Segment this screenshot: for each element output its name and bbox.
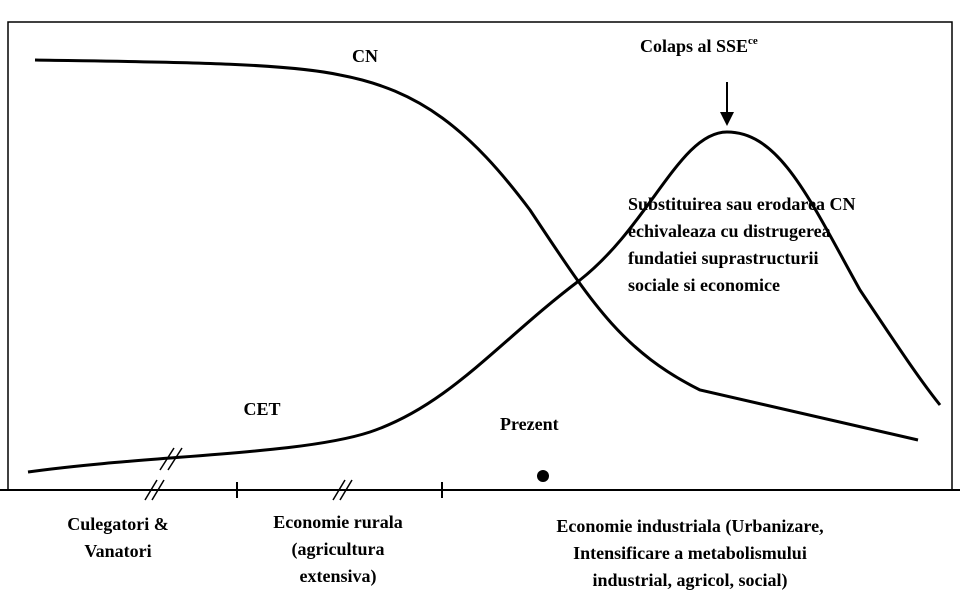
- cet-label: CET: [243, 399, 280, 419]
- arrow-head: [720, 112, 734, 126]
- era-label: Economie rurala: [273, 512, 402, 532]
- cn-curve: [34, 58, 919, 442]
- note-line: sociale si economice: [628, 275, 780, 295]
- collapse-label: Colaps al SSEce: [640, 35, 758, 56]
- era-label: Vanatori: [84, 541, 151, 561]
- note-line: echivaleaza cu distrugerea: [628, 221, 831, 241]
- present-dot: [537, 470, 549, 482]
- era-label: industrial, agricol, social): [593, 570, 788, 591]
- present-label: Prezent: [500, 414, 559, 434]
- note-line: Substituirea sau erodarea CN: [628, 194, 856, 214]
- cn-label: CN: [352, 46, 378, 66]
- note-line: fundatiei suprastructurii: [628, 248, 819, 268]
- era-label: (agricultura: [292, 539, 385, 560]
- era-label: Culegatori &: [67, 514, 168, 534]
- era-label: Economie industriala (Urbanizare,: [556, 516, 823, 537]
- era-label: extensiva): [300, 566, 377, 587]
- cet-curve: [27, 130, 942, 474]
- era-label: Intensificare a metabolismului: [573, 543, 807, 563]
- axis-breaks: [144, 447, 353, 501]
